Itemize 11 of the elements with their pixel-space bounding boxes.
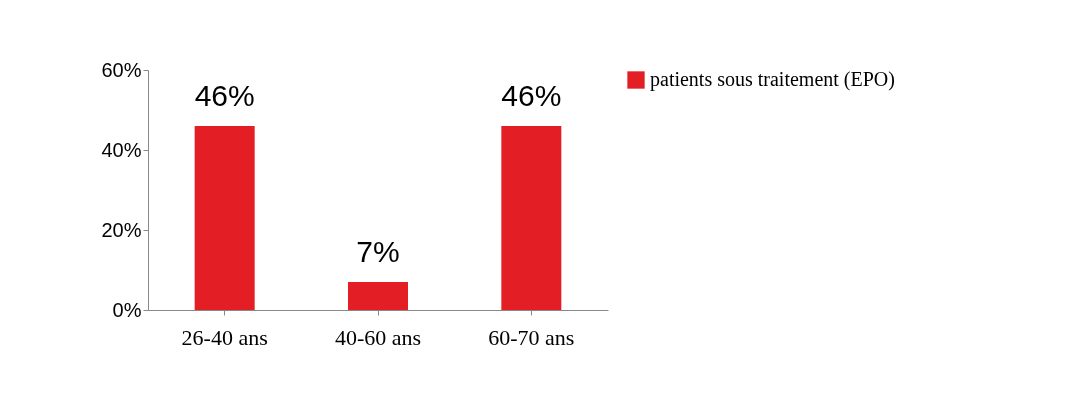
y-tick-label: 0% xyxy=(112,298,142,321)
y-tick-label: 40% xyxy=(101,138,142,161)
text: 46% xyxy=(194,79,255,112)
y-tick-label: 60% xyxy=(101,58,142,81)
x-tick-label: 26-40 ans xyxy=(181,324,268,350)
text: 7% xyxy=(356,235,400,268)
legend-label: patients sous traitement (EPO) xyxy=(650,68,895,91)
x-tick-label: 40-60 ans xyxy=(334,324,422,350)
text: 46% xyxy=(501,79,562,112)
y-tick-label: 20% xyxy=(101,218,142,241)
x-tick-label: 60-70 ans xyxy=(488,324,575,350)
